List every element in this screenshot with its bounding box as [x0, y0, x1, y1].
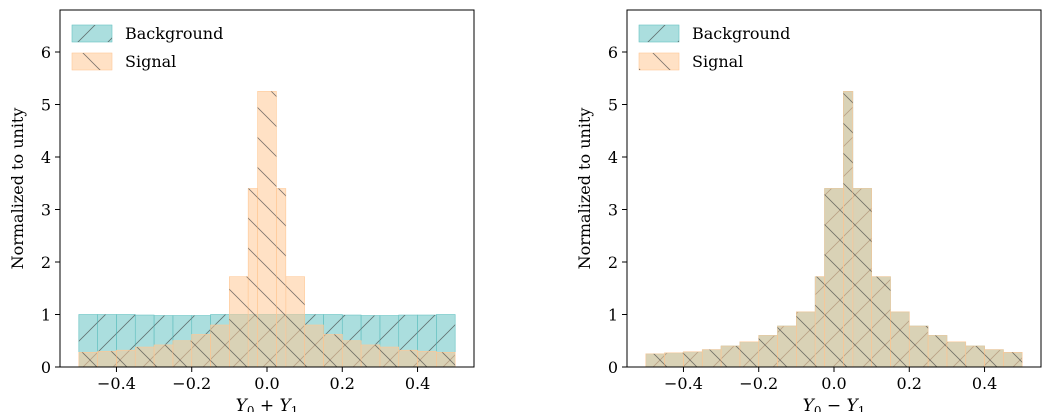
bar-hatch-signal [229, 276, 249, 367]
bar-hatch-signal [398, 350, 418, 367]
bar-hatch-signal [135, 347, 155, 367]
bar-hatch-signal [739, 341, 759, 367]
y-tick-label: 4 [608, 148, 618, 167]
bar-hatch-signal [890, 311, 910, 367]
legend-label-background: Background [125, 24, 223, 43]
bar-hatch-signal [852, 188, 872, 367]
bar-hatch-signal [323, 334, 343, 367]
y-tick-label: 5 [608, 96, 618, 115]
legend-hatch-background [639, 25, 679, 42]
y-tick-label: 0 [608, 358, 618, 377]
bar-hatch-signal [172, 340, 192, 367]
bar-hatch-signal [758, 335, 778, 367]
bar-hatch-signal [796, 311, 816, 367]
legend: Background Signal [638, 24, 790, 71]
y-tick-label: 1 [41, 306, 51, 325]
y-tick-label: 2 [608, 253, 618, 272]
y-tick-label: 6 [41, 43, 51, 62]
x-tick-label: 0.2 [330, 374, 355, 393]
chart-right: −0.4 −0.2 0.0 0.2 0.4 0 1 2 3 4 5 6 Normalized to un… [575, 9, 1042, 412]
x-axis-label: Y0 − Y1 [803, 396, 866, 412]
y-tick-label: 2 [41, 253, 51, 272]
bar-hatch-signal [257, 91, 277, 367]
legend: Background Signal [71, 24, 223, 71]
legend-label-signal: Signal [692, 52, 743, 71]
legend-label-background: Background [692, 24, 790, 43]
bar-hatch-signal [909, 326, 929, 367]
bar-hatch-signal [342, 340, 362, 367]
y-tick-label: 0 [41, 358, 51, 377]
x-axis-label: Y0 + Y1 [236, 396, 299, 412]
bar-hatch-signal [361, 344, 380, 367]
x-tick-label: −0.2 [172, 374, 211, 393]
series-signal [645, 91, 1023, 368]
y-axis-label: Normalized to unity [575, 108, 594, 270]
bar-hatch-signal [721, 346, 740, 367]
bar-hatch-signal [843, 91, 853, 367]
bar-hatch-signal [116, 350, 136, 367]
chart-left: −0.4 −0.2 0.0 0.2 0.4 0 1 2 3 4 5 6 Normalized to un… [8, 9, 475, 412]
legend-hatch-signal [639, 53, 679, 70]
bar-hatch-signal [285, 276, 305, 367]
bar-hatch-signal [417, 351, 437, 367]
bar-hatch-signal [97, 351, 117, 367]
x-tick-label: −0.2 [739, 374, 778, 393]
y-tick-label: 5 [41, 96, 51, 115]
bar-hatch-signal [210, 325, 230, 367]
y-tick-label: 3 [608, 201, 618, 220]
x-tick-label: 0.0 [254, 374, 279, 393]
bar-hatch-signal [645, 353, 665, 367]
bar-hatch-signal [702, 349, 722, 367]
bar-hatch-signal [379, 347, 399, 367]
series-signal [78, 91, 456, 368]
x-tick-label: 0.4 [405, 374, 430, 393]
x-tick-label: 0.2 [897, 374, 922, 393]
bar-hatch-signal [871, 276, 891, 367]
bar-hatch-signal [436, 352, 456, 367]
bar-hatch-signal [664, 352, 684, 367]
bar-hatch-signal [965, 346, 985, 367]
bar-hatch-signal [777, 326, 797, 367]
x-tick-label: 0.4 [972, 374, 997, 393]
bar-hatch-signal [276, 188, 286, 367]
y-tick-label: 4 [41, 148, 51, 167]
y-tick-label: 6 [608, 43, 618, 62]
y-axis-label: Normalized to unity [8, 108, 27, 270]
legend-label-signal: Signal [125, 52, 176, 71]
bar-hatch-signal [191, 334, 211, 367]
bar-hatch-signal [815, 276, 825, 367]
bar-hatch-signal [78, 352, 98, 367]
x-tick-label: −0.4 [664, 374, 703, 393]
bar-hatch-signal [304, 325, 324, 367]
bar-hatch-signal [946, 341, 966, 367]
x-tick-label: 0.0 [821, 374, 846, 393]
bar-hatch-signal [928, 335, 947, 367]
x-tick-label: −0.4 [97, 374, 136, 393]
bar-hatch-signal [248, 188, 258, 367]
bar-hatch-signal [154, 344, 173, 367]
bar-hatch-signal [683, 351, 703, 367]
bar-hatch-signal [1003, 352, 1023, 367]
bar-hatch-signal [984, 349, 1004, 367]
bar-hatch-signal [824, 188, 844, 367]
legend-hatch-signal [72, 53, 112, 70]
legend-hatch-background [72, 25, 112, 42]
y-tick-label: 1 [608, 306, 618, 325]
y-tick-label: 3 [41, 201, 51, 220]
